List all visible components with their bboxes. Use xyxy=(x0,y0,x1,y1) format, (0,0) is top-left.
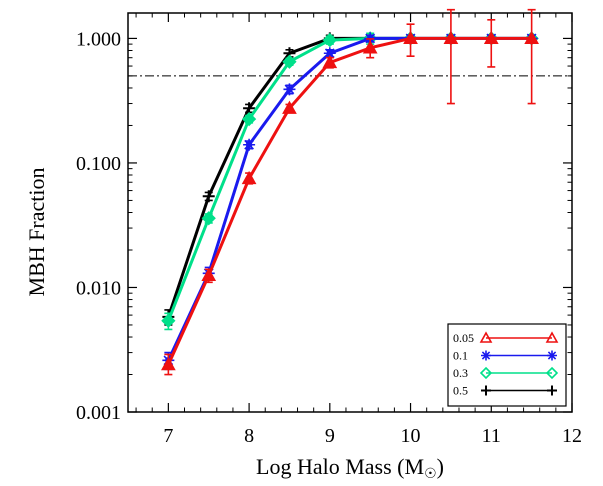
y-tick-label: 0.001 xyxy=(76,402,121,424)
data-point xyxy=(201,211,216,226)
data-point xyxy=(282,54,297,69)
legend-item: 0.1 xyxy=(453,349,557,363)
legend-item: 0.5 xyxy=(453,384,557,398)
data-point-core xyxy=(286,86,293,93)
x-tick-label: 7 xyxy=(163,425,173,447)
x-axis-title-text: Log Halo Mass (M xyxy=(256,454,424,479)
y-tick-label: 0.010 xyxy=(76,277,121,299)
data-point xyxy=(362,40,378,54)
legend-item: 0.05 xyxy=(453,331,559,345)
solar-symbol: ☉ xyxy=(424,467,437,482)
x-axis-title-suffix: ) xyxy=(437,454,444,479)
series-line xyxy=(167,36,532,361)
y-axis: 0.001 0.010 0.100 1.000 xyxy=(76,28,572,424)
x-tick-label: 11 xyxy=(482,425,501,447)
data-point xyxy=(161,313,176,328)
data-point-core xyxy=(326,50,333,57)
series-0.1 xyxy=(162,32,538,371)
data-point xyxy=(322,54,338,69)
error-bar xyxy=(446,8,455,105)
legend-label: 0.3 xyxy=(453,366,468,380)
data-point xyxy=(443,30,459,45)
legend-marker xyxy=(481,350,491,361)
data-point xyxy=(322,32,337,48)
x-tick-label: 8 xyxy=(244,425,254,447)
series-line xyxy=(166,36,532,366)
legend-marker xyxy=(545,331,559,343)
legend-marker xyxy=(545,366,559,380)
data-point-core xyxy=(246,141,253,148)
data-point xyxy=(202,190,215,203)
x-axis-title: Log Halo Mass (M☉) xyxy=(256,454,444,482)
error-bar xyxy=(527,8,536,105)
data-point xyxy=(161,357,176,371)
legend-marker xyxy=(479,366,493,380)
y-tick-label: 0.100 xyxy=(76,153,121,175)
data-point xyxy=(282,100,297,114)
data-point xyxy=(524,30,539,45)
legend-marker xyxy=(481,385,491,396)
data-point xyxy=(201,267,217,282)
legend-label: 0.5 xyxy=(453,384,468,398)
y-tick-label: 1.000 xyxy=(76,28,121,50)
legend-marker xyxy=(547,350,557,361)
data-point xyxy=(483,30,499,45)
legend-label: 0.1 xyxy=(453,349,468,363)
legend-label: 0.05 xyxy=(453,331,474,345)
x-tick-label: 9 xyxy=(325,425,335,447)
x-tick-label: 10 xyxy=(401,425,421,447)
series-0.05 xyxy=(161,8,539,376)
data-point xyxy=(241,170,257,185)
legend-marker xyxy=(479,331,493,343)
series-line xyxy=(166,36,532,322)
data-point xyxy=(241,111,257,127)
legend-item: 0.3 xyxy=(453,366,559,380)
x-axis: 7 8 9 10 11 12 xyxy=(135,13,582,447)
series-layer xyxy=(161,8,539,376)
legend: 0.05 0.1 0.3 0.5 xyxy=(447,323,567,407)
series-0.3 xyxy=(161,31,539,331)
data-point xyxy=(403,30,418,45)
x-tick-label: 12 xyxy=(562,425,582,447)
legend-marker xyxy=(547,385,557,396)
y-axis-title: MBH Fraction xyxy=(24,168,49,297)
